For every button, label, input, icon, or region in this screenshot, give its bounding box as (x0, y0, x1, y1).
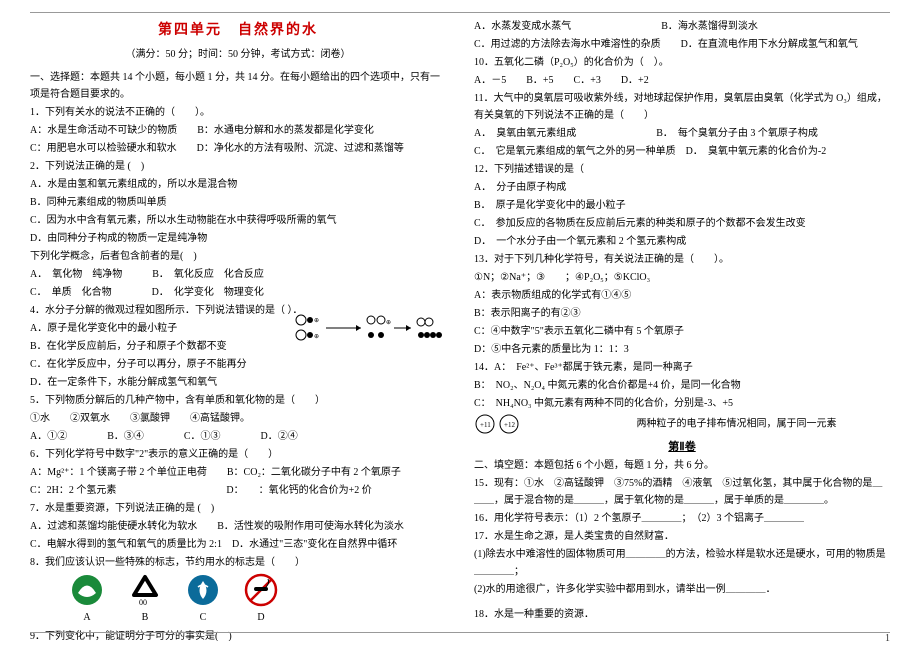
q17-2: (2)水的用途很广，许多化学实验中都用到水，请举出一例＿＿＿＿． (474, 581, 890, 598)
icon-b-label: B (128, 609, 162, 626)
q12-d: D． 一个水分子由一个氧元素和 2 个氢元素构成 (474, 233, 890, 250)
q2-a: A．水是由氢和氧元素组成的，所以水是混合物 (30, 176, 446, 193)
section1-instruction: 一、选择题：本题共 14 个小题，每小题 1 分，共 14 分。在每小题给出的四… (30, 69, 446, 103)
q13-opts: ①N；②Na⁺；③ ；④P₂O₅；⑤KClO₃ (474, 269, 890, 286)
q1-cd: C：用肥皂水可以检验硬水和软水 D：净化水的方法有吸附、沉淀、过滤和蒸馏等 (30, 140, 446, 157)
svg-text:⊕: ⊕ (386, 320, 391, 326)
molecule-diagram: ⊕ ⊕ ⊕ (286, 310, 446, 356)
q17-1: (1)除去水中难溶性的固体物质可用＿＿＿＿的方法，检验水样是软水还是硬水，可用的… (474, 546, 890, 580)
q4-d: D．在一定条件下，水能分解成氢气和氧气 (30, 374, 446, 391)
q16: 16．用化学符号表示：（1）2 个氢原子＿＿＿＿； （2）3 个铝离子＿＿＿＿ (474, 510, 890, 527)
left-column: 第四单元 自然界的水 （满分：50 分；时间：50 分钟，考试方式：闭卷） 一、… (30, 18, 446, 641)
q12: 12．下列描述错误的是（ (474, 161, 890, 178)
icon-a: A (70, 573, 104, 626)
q10-row: A．－5 B．+5 C．+3 D．+2 (474, 72, 890, 89)
q18: 18．水是一种重要的资源． (474, 606, 890, 623)
q9-ab: A．水蒸发变成水蒸气 B．海水蒸馏得到淡水 (474, 18, 890, 35)
svg-text:00: 00 (139, 598, 147, 607)
q8: 8．我们应该认识一些特殊的标志，节约用水的标志是（ ） (30, 554, 446, 571)
icon-a-label: A (70, 609, 104, 626)
q3-cd: C． 单质 化合物 D． 化学变化 物理变化 (30, 284, 446, 301)
q7-ab: A．过滤和蒸馏均能使硬水转化为软水 B．活性炭的吸附作用可使海水转化为淡水 (30, 518, 446, 535)
q7-cd: C．电解水得到的氢气和氧气的质量比为 2:1 D．水通过"三态"变化在自然界中循… (30, 536, 446, 553)
q5-row: A．①② B．③④ C．①③ D．②④ (30, 428, 446, 445)
q4-c: C．在化学反应中，分子可以再分，原子不能再分 (30, 356, 446, 373)
q3: 下列化学概念，后者包含前者的是( ) (30, 248, 446, 265)
q13-a: A：表示物质组成的化学式有①④⑤ (474, 287, 890, 304)
q2: 2．下列说法正确的是 ( ) (30, 158, 446, 175)
q13-c: C：④中数字"5"表示五氧化二磷中有 5 个氧原子 (474, 323, 890, 340)
icons-row: A 00 B C D (70, 573, 446, 626)
q6-ab: A：Mg²⁺：1 个镁离子带 2 个单位正电荷 B：CO₂：二氧化碳分子中有 2… (30, 464, 446, 481)
unit-title: 第四单元 自然界的水 (30, 18, 446, 42)
q14-c: C： NH₄NO₃ 中氮元素有两种不同的化合价，分别是-3、+5 (474, 395, 890, 412)
q12-a: A． 分子由原子构成 (474, 179, 890, 196)
q11: 11．大气中的臭氧层可吸收紫外线，对地球起保护作用，臭氧层由臭氧（化学式为 O₃… (474, 90, 890, 124)
exam-info: （满分：50 分；时间：50 分钟，考试方式：闭卷） (30, 46, 446, 63)
q3-ab: A． 氧化物 纯净物 B． 氧化反应 化合反应 (30, 266, 446, 283)
q6: 6．下列化学符号中数字"2"表示的意义正确的是（ ） (30, 446, 446, 463)
electron-diagram: +11 +12 (474, 413, 534, 435)
q9-cd: C．用过滤的方法除去海水中难溶性的杂质 D．在直流电作用下水分解成氢气和氧气 (474, 36, 890, 53)
svg-text:+12: +12 (504, 421, 515, 429)
q13-d: D：⑤中各元素的质量比为 1：1：3 (474, 341, 890, 358)
icon-b: 00 B (128, 573, 162, 626)
svg-text:⊕: ⊕ (314, 334, 319, 340)
q2-d: D．由同种分子构成的物质一定是纯净物 (30, 230, 446, 247)
q15: 15．现有：①水 ②高锰酸钾 ③75%的酒精 ④液氧 ⑤过氧化氢，其中属于化合物… (474, 475, 890, 509)
q17: 17．水是生命之源，是人类宝贵的自然财富． (474, 528, 890, 545)
svg-text:⊕: ⊕ (314, 318, 319, 324)
page-number: 1 (885, 630, 890, 647)
q13-b: B：表示阳离子的有②③ (474, 305, 890, 322)
q1-ab: A：水是生命活动不可缺少的物质 B：水通电分解和水的蒸发都是化学变化 (30, 122, 446, 139)
q14-a: 14．A： Fe²⁺、Fe³⁺都属于铁元素，是同一种离子 (474, 359, 890, 376)
svg-text:+11: +11 (480, 421, 491, 429)
icon-c-label: C (186, 609, 220, 626)
icon-d-label: D (244, 609, 278, 626)
q11-ab: A． 臭氧由氧元素组成 B． 每个臭氧分子由 3 个氧原子构成 (474, 125, 890, 142)
q10: 10．五氧化二磷（P₂O₅）的化合价为（ ）。 (474, 54, 890, 71)
two-column-layout: 第四单元 自然界的水 （满分：50 分；时间：50 分钟，考试方式：闭卷） 一、… (30, 18, 890, 641)
icon-d: D (244, 573, 278, 626)
q12-c: C． 参加反应的各物质在反应前后元素的种类和原子的个数都不会发生改变 (474, 215, 890, 232)
q11-cd: C． 它是氧元素组成的氧气之外的另一种单质 D． 臭氧中氧元素的化合价为-2 (474, 143, 890, 160)
q2-b: B．同种元素组成的物质叫单质 (30, 194, 446, 211)
section2-heading: 第Ⅱ卷 (474, 438, 890, 457)
q12-b: B． 原子是化学变化中的最小粒子 (474, 197, 890, 214)
right-column: A．水蒸发变成水蒸气 B．海水蒸馏得到淡水 C．用过滤的方法除去海水中难溶性的杂… (474, 18, 890, 641)
q13: 13．对于下列几种化学符号，有关说法正确的是（ ）。 (474, 251, 890, 268)
q2-c: C．因为水中含有氧元素，所以水生动物能在水中获得呼吸所需的氧气 (30, 212, 446, 229)
q5-opts: ①水 ②双氧水 ③氯酸钾 ④高锰酸钾。 (30, 410, 446, 427)
q14-d: +11 +12 两种粒子的电子排布情况相同，属于同一元素 (474, 413, 890, 435)
q9: 9．下列变化中，能证明分子可分的事实是( ) (30, 628, 446, 641)
q7: 7．水是重要资源，下列说法正确的是 ( ) (30, 500, 446, 517)
q6-cd: C：2H：2 个氢元素 D： ：氧化钙的化合价为+2 价 (30, 482, 446, 499)
fill-instruction: 二、填空题：本题包括 6 个小题，每题 1 分，共 6 分。 (474, 457, 890, 474)
icon-c: C (186, 573, 220, 626)
q1: 1．下列有关水的说法不正确的（ ）。 (30, 104, 446, 121)
q14-b: B： NO₂、N₂O₄ 中氮元素的化合价都是+4 价，是同一化合物 (474, 377, 890, 394)
q5: 5．下列物质分解后的几种产物中，含有单质和氧化物的是（ ） (30, 392, 446, 409)
